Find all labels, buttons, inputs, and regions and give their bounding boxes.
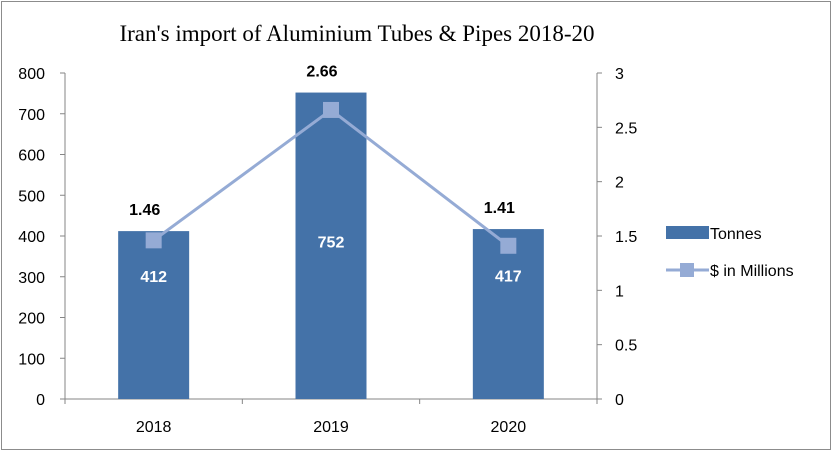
left-tick-label: 600 bbox=[18, 148, 45, 165]
left-tick-label: 0 bbox=[36, 392, 45, 409]
line-point-marker bbox=[323, 101, 339, 118]
line-point-marker bbox=[500, 237, 517, 254]
x-tick-label: 2018 bbox=[136, 419, 172, 436]
right-tick-label: 2.5 bbox=[615, 120, 637, 137]
right-tick-label: 1 bbox=[615, 283, 624, 300]
chart-title: Iran's import of Aluminium Tubes & Pipes… bbox=[119, 21, 594, 46]
line-series bbox=[145, 101, 517, 254]
right-tick-label: 1.5 bbox=[615, 229, 637, 246]
bar bbox=[472, 229, 544, 399]
left-tick-label: 300 bbox=[18, 270, 45, 287]
legend-label-millions: $ in Millions bbox=[710, 263, 794, 280]
x-tick-label: 2020 bbox=[491, 419, 527, 436]
line-point-marker bbox=[145, 232, 162, 249]
bar bbox=[118, 231, 190, 399]
right-tick-label: 0 bbox=[615, 392, 624, 409]
x-tick-label: 2019 bbox=[313, 419, 349, 436]
legend-swatch-marker bbox=[680, 263, 694, 277]
bar-value-label: 412 bbox=[140, 269, 167, 286]
right-tick-label: 3 bbox=[615, 66, 624, 83]
right-tick-label: 2 bbox=[615, 175, 624, 192]
left-tick-label: 400 bbox=[18, 229, 45, 246]
legend-label-tonnes: Tonnes bbox=[710, 226, 762, 243]
bars bbox=[118, 92, 544, 399]
bar-value-label: 752 bbox=[318, 234, 345, 251]
line-value-label: 1.41 bbox=[484, 200, 515, 217]
line-value-label: 1.46 bbox=[129, 202, 160, 219]
right-tick-label: 0.5 bbox=[615, 338, 637, 355]
legend-swatch-tonnes bbox=[666, 226, 709, 239]
legend: Tonnes $ in Millions bbox=[666, 226, 794, 280]
line-value-label: 2.66 bbox=[306, 64, 337, 81]
left-tick-label: 700 bbox=[18, 107, 45, 124]
left-tick-label: 500 bbox=[18, 188, 45, 205]
left-tick-label: 200 bbox=[18, 311, 45, 328]
axes: 0 100 200 300 400 500 600 700 800 0 0.5 1 1.5 2 2.5 3 20… bbox=[18, 66, 637, 436]
left-tick-label: 800 bbox=[18, 66, 45, 83]
data-labels: 412 752 417 1.46 2.66 1.41 bbox=[129, 64, 522, 286]
bar bbox=[295, 92, 367, 399]
left-tick-label: 100 bbox=[18, 351, 45, 368]
bar-value-label: 417 bbox=[495, 269, 522, 286]
